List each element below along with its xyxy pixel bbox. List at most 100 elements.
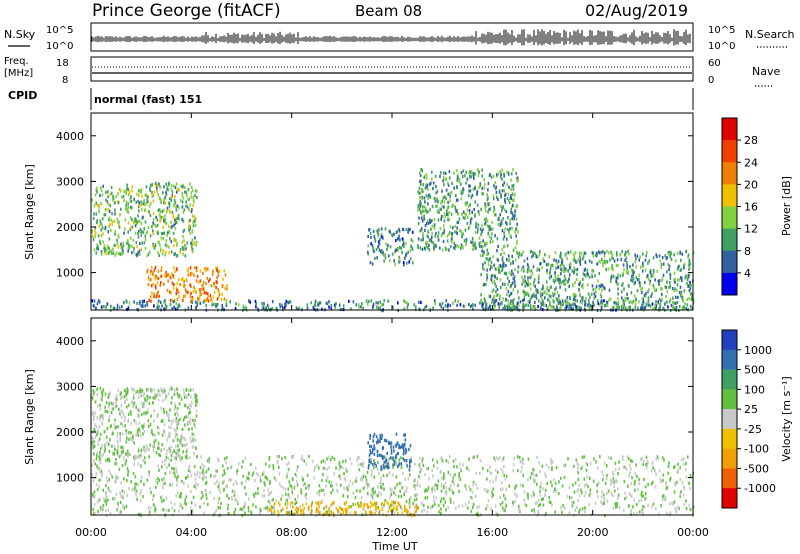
velocity-cell [578, 483, 580, 488]
velocity-cell [187, 469, 190, 473]
power-cell [93, 299, 96, 303]
power-cell [110, 228, 112, 233]
power-cell [312, 305, 314, 309]
velocity-cell [494, 458, 496, 462]
velocity-cell [133, 458, 136, 462]
power-cell [576, 272, 578, 276]
power-cell [510, 299, 512, 303]
power-cell [449, 199, 451, 203]
power-cell [557, 298, 559, 302]
power-cell [146, 303, 149, 307]
power-cell [582, 286, 584, 290]
power-cell [680, 290, 683, 294]
power-cell [174, 221, 177, 226]
velocity-cell [479, 459, 482, 463]
power-cell [640, 265, 642, 269]
velocity-cell [536, 455, 538, 460]
velocity-cell [332, 488, 334, 492]
velocity-cell [551, 484, 553, 488]
power-cell [462, 187, 465, 192]
power-cell [610, 274, 613, 278]
power-cell [444, 215, 447, 219]
power-cell [588, 302, 591, 306]
power-cell [166, 244, 168, 248]
velocity-cell [390, 493, 392, 497]
power-cell [226, 283, 228, 288]
power-cell [126, 241, 128, 245]
power-cell [261, 305, 264, 309]
velocity-cell [99, 403, 101, 407]
velocity-cell [679, 494, 681, 498]
velocity-cell [378, 491, 380, 495]
velocity-cell [535, 473, 538, 477]
power-cell [622, 305, 625, 309]
velocity-cell [99, 437, 101, 441]
power-cell [387, 299, 389, 303]
velocity-cell [99, 414, 102, 418]
power-ylabel: Slant Range [km] [23, 164, 36, 260]
power-cell [506, 244, 509, 248]
power-cell [160, 281, 162, 285]
power-cell [555, 286, 557, 290]
velocity-cell [143, 392, 145, 396]
power-cell [647, 277, 650, 281]
velocity-cell [193, 422, 196, 427]
velocity-cell [398, 481, 401, 485]
velocity-cell [187, 415, 189, 419]
power-cell [419, 196, 421, 200]
power-cell [217, 270, 219, 274]
velocity-cell [415, 493, 417, 497]
power-cell [136, 245, 138, 249]
power-cell [608, 288, 611, 292]
power-cell [182, 298, 184, 302]
velocity-cell [139, 454, 142, 458]
power-cell [566, 280, 569, 284]
power-cell [175, 243, 178, 247]
power-cell [494, 282, 496, 286]
velocity-cell [689, 486, 691, 491]
velocity-cell [150, 490, 152, 495]
power-cell [437, 218, 440, 222]
power-cell [465, 239, 468, 244]
velocity-cell [541, 464, 544, 468]
power-cell [532, 305, 534, 309]
power-cell [421, 219, 424, 223]
velocity-cell [126, 436, 128, 440]
velocity-cell [183, 482, 185, 486]
velocity-cell [372, 487, 374, 491]
power-cell [213, 290, 216, 294]
power-cell [652, 274, 654, 278]
power-cell [514, 258, 517, 262]
power-cell [506, 292, 508, 296]
velocity-cell [629, 471, 631, 475]
power-cell [536, 267, 539, 271]
velocity-cell [142, 448, 145, 452]
power-cell [164, 303, 167, 307]
velocity-cell [302, 477, 305, 481]
power-cell [187, 188, 190, 192]
power-cell [622, 299, 624, 303]
power-cell [649, 304, 652, 308]
power-cell [690, 284, 692, 288]
power-cell [581, 301, 583, 305]
power-cell [529, 287, 532, 291]
velocity-cell [432, 504, 434, 508]
power-cell [461, 212, 463, 216]
power-cell [175, 292, 178, 296]
power-cell [162, 225, 165, 229]
power-cell [470, 170, 473, 174]
velocity-cell [400, 494, 403, 499]
velocity-cell [328, 455, 330, 459]
power-cell [572, 258, 575, 262]
velocity-cell [119, 491, 121, 495]
power-cell [514, 283, 517, 287]
power-cell [192, 203, 194, 208]
velocity-cell [583, 484, 586, 488]
power-cell [512, 301, 514, 305]
power-cell [652, 256, 655, 260]
power-cell [511, 254, 513, 259]
velocity-cell [501, 458, 504, 463]
power-cell [449, 303, 451, 308]
velocity-cell [495, 478, 497, 482]
velocity-cell [652, 502, 655, 506]
